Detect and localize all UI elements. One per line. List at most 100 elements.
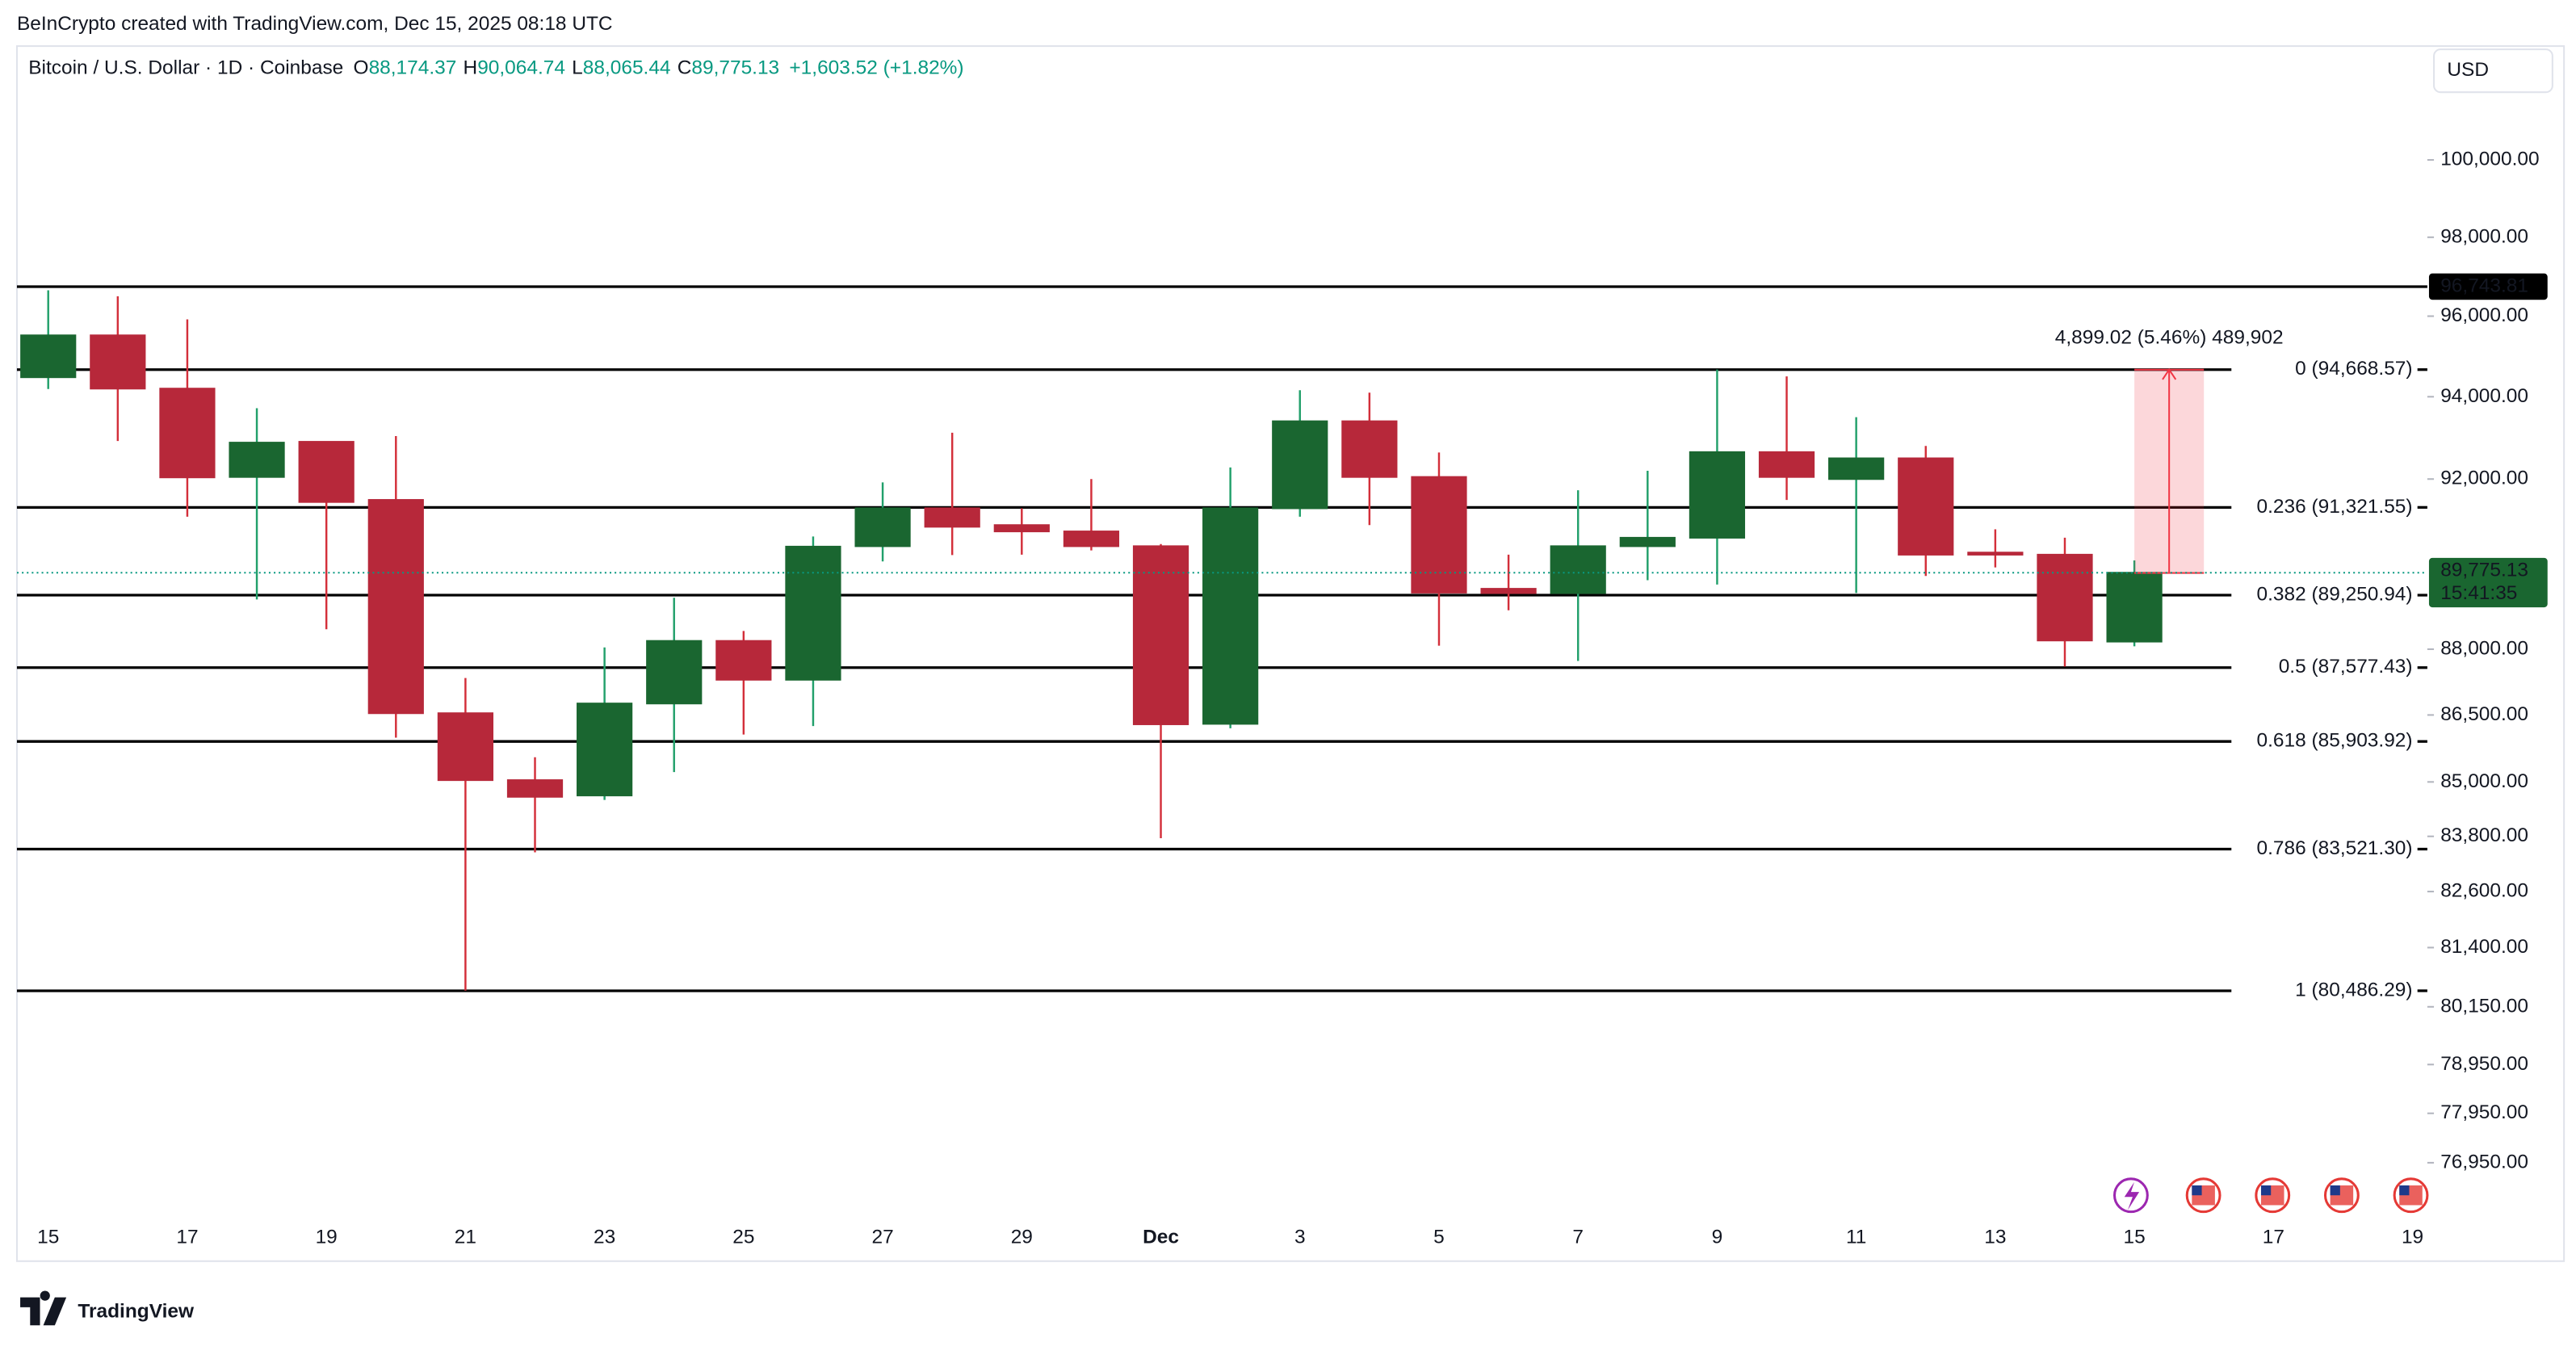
candle-body [2037,553,2093,642]
candle-body [20,334,77,379]
y-tick-label: 78,950.00 [2440,1053,2528,1075]
candle-body [1202,507,1259,725]
candle-body [506,779,564,798]
candle-body [367,499,424,715]
candle-body [298,441,355,503]
x-tick-label: 13 [1984,1227,2006,1248]
candle-body [1132,545,1189,725]
candle-body [993,524,1050,533]
candle-body [229,442,285,478]
x-tick-label: 17 [176,1227,198,1248]
legend-value: 88,174.37 [369,57,457,79]
legend-value: 89,775.13 [691,57,779,79]
y-tick-label: 82,600.00 [2440,880,2528,902]
y-tick-label: 85,000.00 [2440,770,2528,792]
candle-body [2106,572,2163,643]
candle-body [1619,536,1676,547]
y-tick-label: 80,150.00 [2440,995,2528,1017]
y-tick-label: 77,950.00 [2440,1101,2528,1123]
fib-label: 0.786 (83,521.30) [2256,837,2412,859]
symbol-title: Bitcoin / U.S. Dollar · 1D · Coinbase [28,57,343,79]
flag-icon[interactable] [2393,1177,2429,1214]
candle-body [1341,420,1398,478]
currency-label[interactable]: USD [2447,59,2489,81]
candle-body [577,703,633,797]
y-tick-label: 81,400.00 [2440,936,2528,958]
candle-body [1898,457,1954,556]
fib-label: 0.5 (87,577.43) [2279,656,2413,678]
last-price-tag [2428,557,2548,608]
fib-label: 0.236 (91,321.55) [2256,496,2412,518]
candle-body [1480,588,1537,594]
legend-value: 90,064.74 [477,57,565,79]
legend-key: L [572,57,583,79]
candle-body [1828,457,1885,480]
x-tick-label: Dec [1143,1227,1179,1248]
chart-frame [15,45,2566,1262]
event-icons [2112,1177,2429,1214]
candle-body [854,507,911,547]
x-tick-label: 15 [37,1227,59,1248]
candle-body [715,640,772,681]
candle-body [159,388,216,479]
y-tick-label: 98,000.00 [2440,225,2528,247]
symbol-legend: Bitcoin / U.S. Dollar · 1D · Coinbase O88… [28,57,963,79]
candle-body [1689,451,1746,539]
y-tick-label: 94,000.00 [2440,385,2528,407]
x-tick-label: 3 [1294,1227,1306,1248]
price-tag [2428,273,2548,300]
x-tick-label: 29 [1011,1227,1033,1248]
candle-body [785,545,841,681]
fib-label: 0.618 (85,903.92) [2256,730,2412,752]
candle-body [1063,531,1120,547]
fib-label: 1 (80,486.29) [2295,979,2412,1001]
currency-button[interactable] [2433,48,2553,94]
y-tick-label: 88,000.00 [2440,637,2528,659]
legend-key: H [464,57,478,79]
legend-key: C [678,57,692,79]
x-tick-label: 7 [1572,1227,1584,1248]
candle-body [1272,420,1328,510]
fib-label: 0.382 (89,250.94) [2256,583,2412,605]
x-tick-label: 27 [871,1227,893,1248]
y-tick-label: 100,000.00 [2440,149,2539,170]
candle-body [646,640,703,705]
x-tick-label: 23 [594,1227,615,1248]
y-tick-label: 96,000.00 [2440,304,2528,326]
x-tick-label: 25 [732,1227,754,1248]
candle-body [90,334,146,390]
x-tick-label: 19 [2402,1227,2423,1248]
event-icon-bolt [2124,1181,2140,1210]
flag-icon[interactable] [2185,1177,2221,1214]
x-tick-label: 19 [316,1227,338,1248]
candle-body [437,712,494,782]
y-tick-label: 83,800.00 [2440,824,2528,846]
plot: 100,000.00 98,000.00 96,000.00 94,000.00 92,… [16,149,2548,1248]
x-tick-label: 15 [2124,1227,2146,1248]
last-price-label: 89,775.13 [2440,560,2528,581]
y-tick-label: 76,950.00 [2440,1151,2528,1173]
legend-value: +1,603.52 (+1.82%) [789,57,963,79]
y-tick-label: 86,500.00 [2440,703,2528,725]
candle-body [924,507,980,528]
candle-body [1411,476,1467,594]
brand-logo: TradingView [20,1290,195,1326]
candle-body [1967,552,2024,556]
y-tick-label: 92,000.00 [2440,468,2528,489]
candle-body [1758,451,1815,478]
x-tick-label: 11 [1846,1227,1866,1248]
measure-label: 4,899.02 (5.46%) 489,902 [2055,326,2284,348]
legend-value: 88,065.44 [583,57,671,79]
legend-key: O [354,57,369,79]
flag-icon[interactable] [2323,1177,2360,1214]
price-tag-label: 96,743.81 [2440,275,2528,296]
header: BeInCrypto created with TradingView.com,… [17,13,613,35]
fib-label: 0 (94,668.57) [2295,358,2412,380]
countdown-label: 15:41:35 [2440,582,2517,604]
flag-icon[interactable] [2255,1177,2291,1214]
x-tick-label: 5 [1433,1227,1445,1248]
brand-name: TradingView [78,1300,195,1322]
